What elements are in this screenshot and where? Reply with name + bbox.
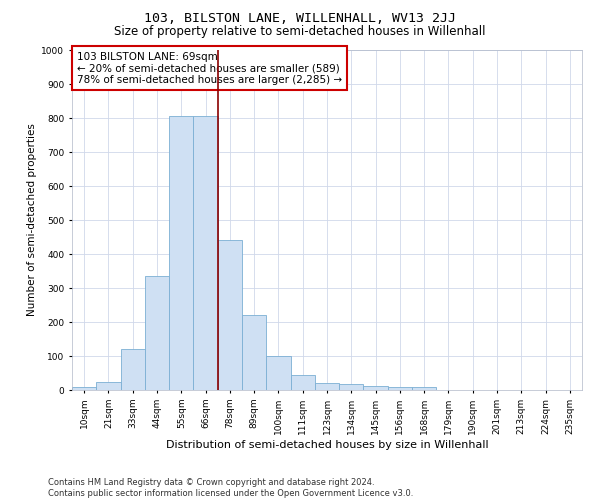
Bar — [242, 315, 266, 390]
Bar — [388, 388, 412, 390]
Bar — [266, 356, 290, 390]
Bar — [339, 384, 364, 390]
Text: 103, BILSTON LANE, WILLENHALL, WV13 2JJ: 103, BILSTON LANE, WILLENHALL, WV13 2JJ — [144, 12, 456, 26]
Bar — [315, 382, 339, 390]
Bar — [72, 386, 96, 390]
Bar — [364, 386, 388, 390]
Bar — [218, 240, 242, 390]
Bar — [169, 116, 193, 390]
Bar — [193, 116, 218, 390]
Text: Contains HM Land Registry data © Crown copyright and database right 2024.
Contai: Contains HM Land Registry data © Crown c… — [48, 478, 413, 498]
Bar — [96, 382, 121, 390]
Text: Size of property relative to semi-detached houses in Willenhall: Size of property relative to semi-detach… — [114, 25, 486, 38]
Bar — [145, 276, 169, 390]
Bar — [412, 388, 436, 390]
Bar — [121, 349, 145, 390]
Bar — [290, 374, 315, 390]
Text: 103 BILSTON LANE: 69sqm
← 20% of semi-detached houses are smaller (589)
78% of s: 103 BILSTON LANE: 69sqm ← 20% of semi-de… — [77, 52, 342, 85]
Y-axis label: Number of semi-detached properties: Number of semi-detached properties — [27, 124, 37, 316]
X-axis label: Distribution of semi-detached houses by size in Willenhall: Distribution of semi-detached houses by … — [166, 440, 488, 450]
